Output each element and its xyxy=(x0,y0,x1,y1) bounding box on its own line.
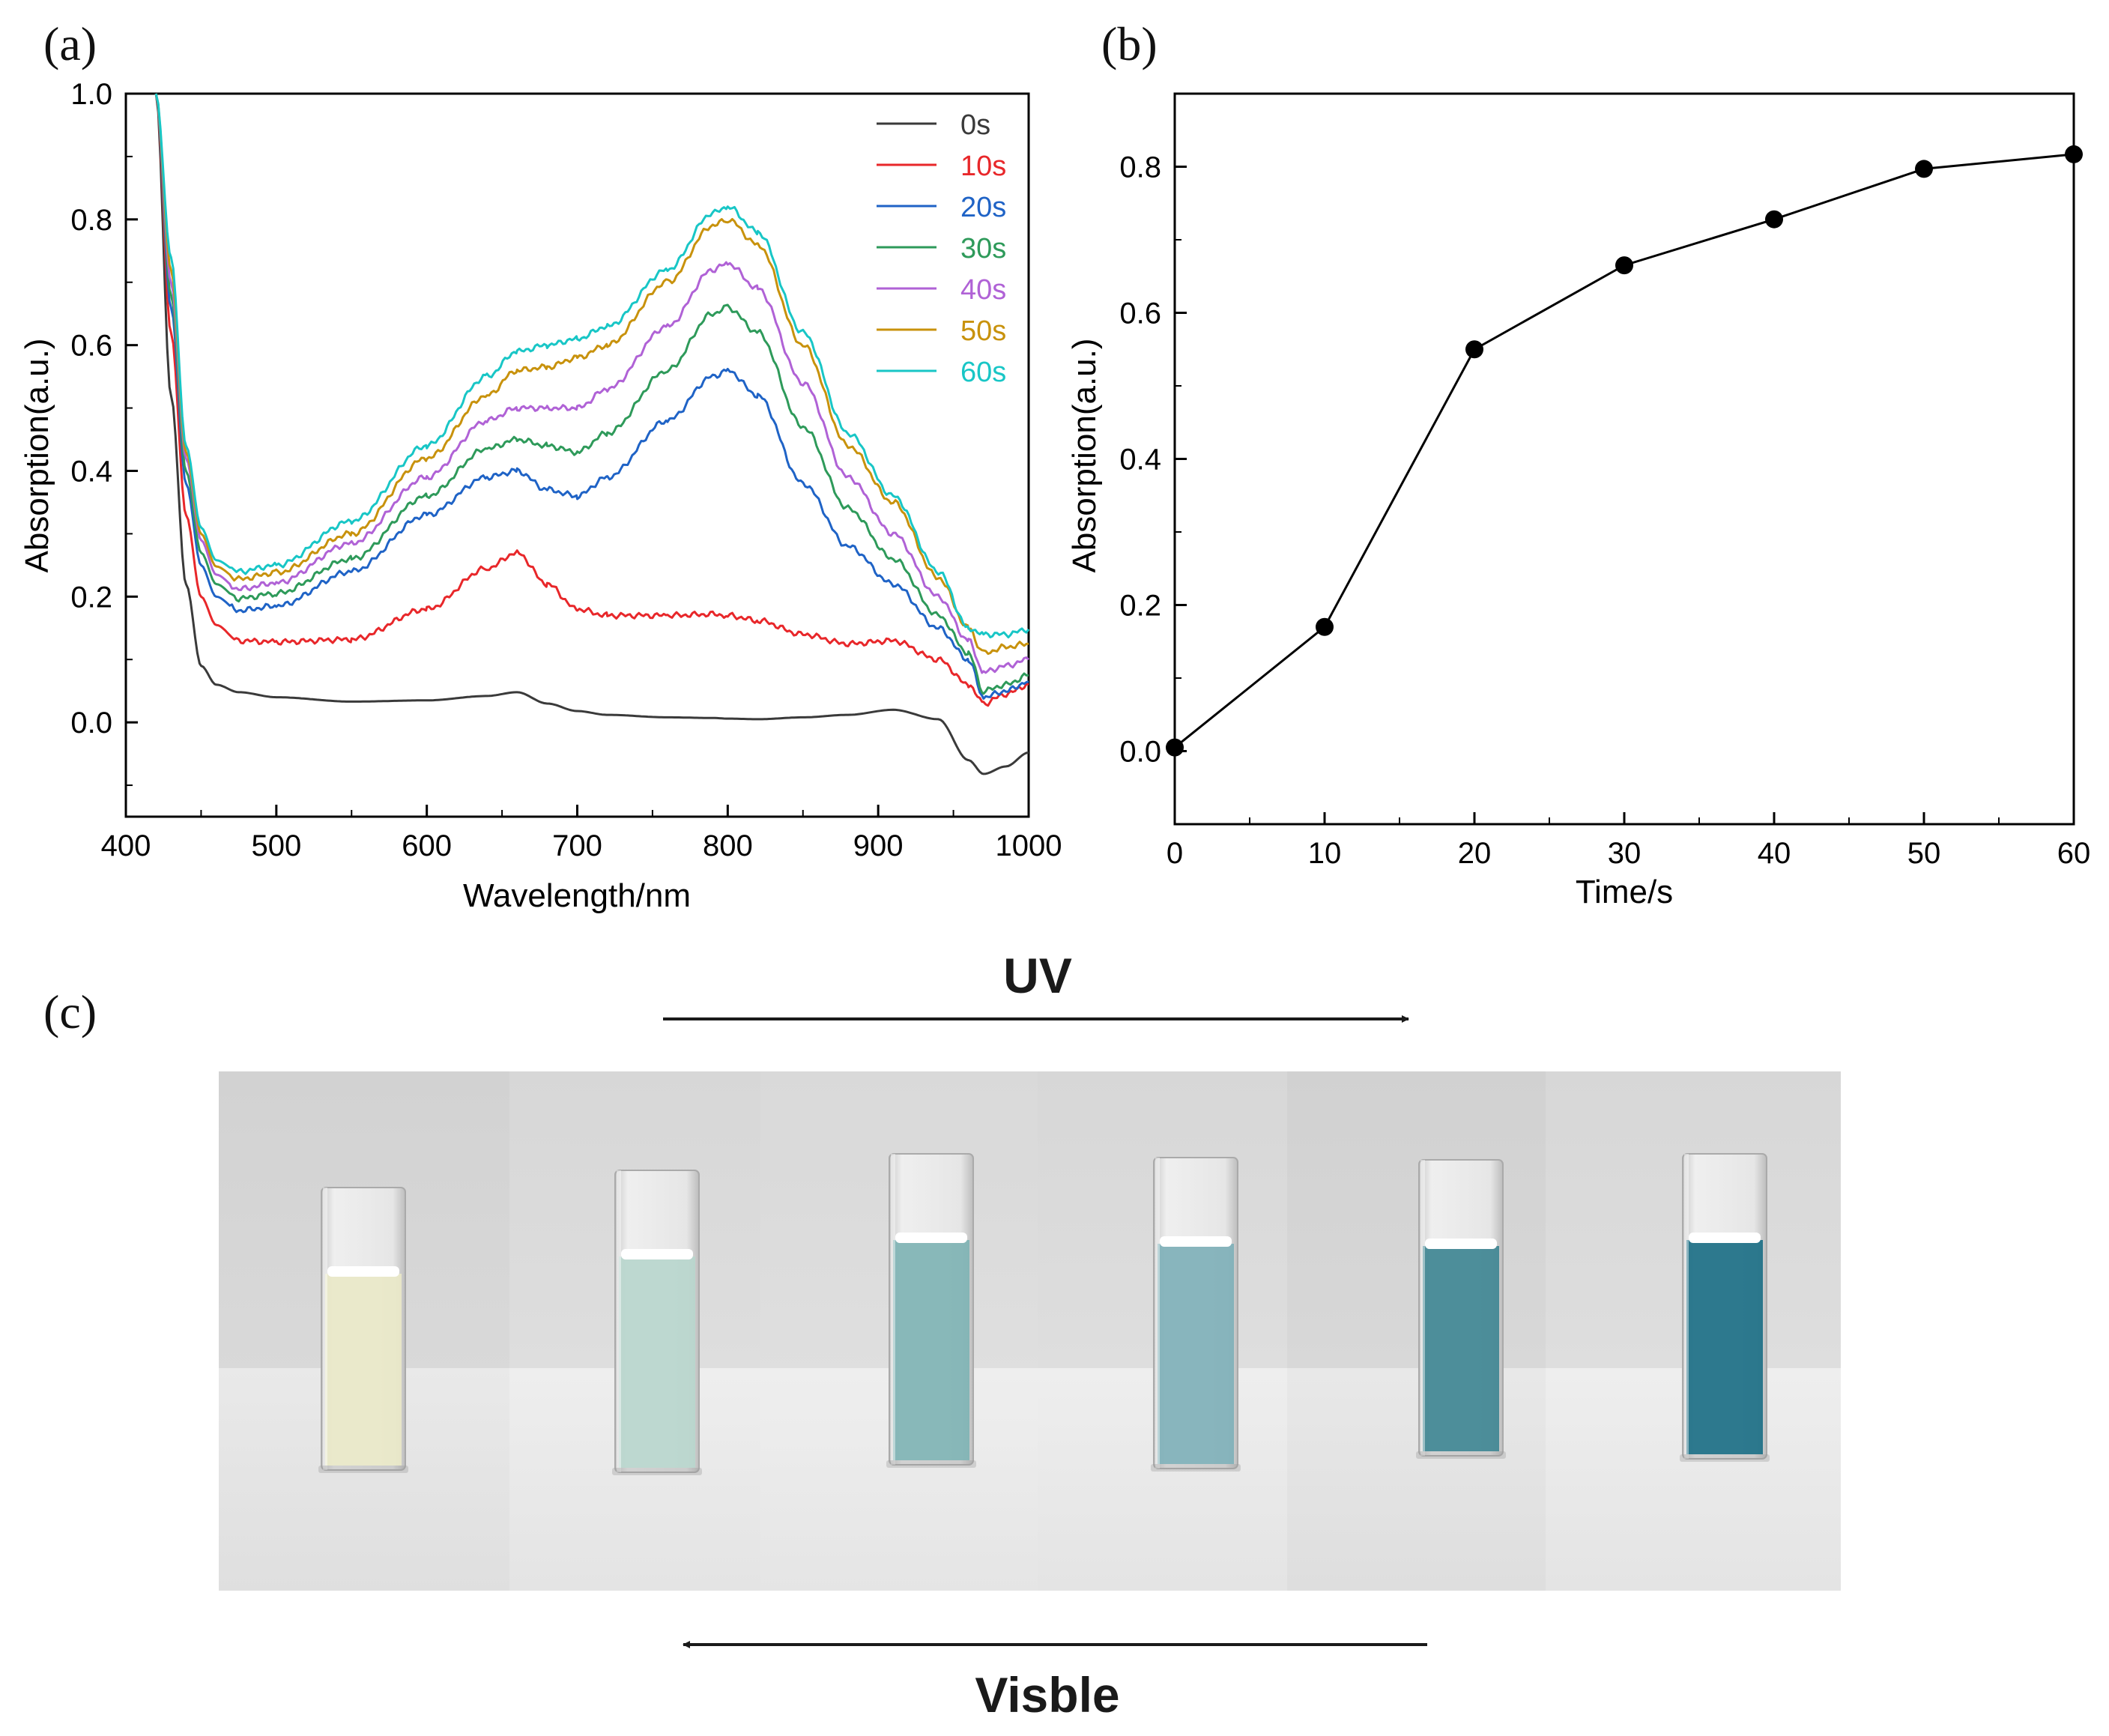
cuvette-liquid xyxy=(1423,1246,1499,1451)
series-line-50s xyxy=(154,93,1029,656)
cuvette-meniscus xyxy=(895,1233,967,1243)
x-tick-label: 700 xyxy=(552,829,602,862)
series-line-20s xyxy=(154,93,1029,700)
data-point xyxy=(1465,340,1483,359)
legend-label-10s: 10s xyxy=(960,151,1006,182)
data-point xyxy=(1316,617,1334,636)
x-tick-label: 0 xyxy=(1167,837,1183,870)
series-line-30s xyxy=(154,93,1029,695)
data-point xyxy=(1615,256,1633,275)
x-tick-label: 10 xyxy=(1308,837,1342,870)
series-line-0s xyxy=(154,93,1029,775)
legend-label-40s: 40s xyxy=(960,274,1006,306)
y-tick-label: 0.8 xyxy=(1119,151,1161,184)
x-tick-label: 50 xyxy=(1907,837,1941,870)
data-point xyxy=(1166,738,1184,757)
chart-a-legend: 0s 10s 20s 30s 40s 50s 60s xyxy=(877,109,1006,388)
cuvette-meniscus xyxy=(1160,1236,1232,1247)
chart-a-series xyxy=(154,93,1030,775)
cuvette-shadow xyxy=(318,1466,408,1473)
chart-b-ylabel: Absorption(a.u.) xyxy=(1066,338,1103,572)
y-tick-label: 0.0 xyxy=(70,707,112,740)
chart-b-ticks: 0 10 20 30 40 50 60 0.0 0.2 0.4 0.6 0.8 xyxy=(1119,93,2091,870)
cuvette-meniscus xyxy=(621,1249,693,1259)
y-tick-label: 0.2 xyxy=(70,581,112,614)
chart-b-series xyxy=(1166,145,2083,757)
cuvette-meniscus xyxy=(1425,1239,1497,1249)
x-tick-label: 800 xyxy=(703,829,753,862)
cuvette xyxy=(1416,1159,1506,1459)
cuvette-liquid xyxy=(619,1256,695,1468)
cuvette-shadow xyxy=(1151,1464,1241,1472)
cuvette-highlight xyxy=(1155,1158,1160,1469)
cuvette-shadow xyxy=(612,1468,702,1475)
legend-label-20s: 20s xyxy=(960,192,1006,223)
chart-b-xlabel: Time/s xyxy=(1576,874,1673,910)
legend-label-60s: 60s xyxy=(960,357,1006,388)
kinetics-line xyxy=(1174,153,2075,748)
chart-a-xlabel: Wavelength/nm xyxy=(463,877,691,914)
chart-a-frame xyxy=(124,92,1030,818)
y-tick-label: 0.8 xyxy=(70,204,112,237)
chart-b-frame xyxy=(1173,92,2075,826)
cuvette xyxy=(612,1170,702,1475)
cuvette xyxy=(318,1187,408,1473)
series-line-60s xyxy=(154,93,1030,639)
cuvette-liquid xyxy=(893,1240,969,1460)
series-line-40s xyxy=(154,93,1029,674)
visible-label: Visble xyxy=(975,1667,1119,1723)
y-tick-label: 0.4 xyxy=(70,455,112,488)
cuvette-liquid xyxy=(1686,1240,1763,1454)
cuvette xyxy=(1680,1153,1770,1462)
chart-a-ticks: 400 500 600 700 800 900 1000 0.0 0.2 0.4 0.6 0.8 1.0 xyxy=(70,78,1062,862)
cuvette-meniscus xyxy=(1689,1233,1761,1243)
data-point xyxy=(1915,160,1933,178)
cuvette-highlight xyxy=(617,1170,621,1472)
cuvette xyxy=(886,1153,976,1468)
y-tick-label: 0.6 xyxy=(1119,297,1161,330)
chart-a-ylabel: Absorption(a.u.) xyxy=(19,338,55,572)
cuvette-highlight xyxy=(1420,1160,1425,1456)
data-point xyxy=(2065,145,2083,163)
cuvette-row xyxy=(318,1153,1770,1475)
data-point xyxy=(1765,210,1783,229)
x-tick-label: 1000 xyxy=(996,829,1062,862)
x-tick-label: 600 xyxy=(402,829,452,862)
cuvette-highlight xyxy=(891,1154,895,1465)
cuvette-liquid xyxy=(325,1274,402,1466)
x-tick-label: 40 xyxy=(1758,837,1791,870)
y-tick-label: 0.2 xyxy=(1119,590,1161,623)
series-line-10s xyxy=(154,93,1029,707)
cuvette-shadow xyxy=(1416,1451,1506,1459)
panel-label-a: (a) xyxy=(43,17,97,70)
y-tick-label: 0.0 xyxy=(1119,736,1161,769)
cuvette-shadow xyxy=(1680,1454,1770,1462)
uv-label: UV xyxy=(1003,948,1072,1003)
x-tick-label: 900 xyxy=(853,829,904,862)
cuvette-highlight xyxy=(1684,1154,1689,1459)
cuvette-liquid xyxy=(1158,1244,1234,1464)
cuvette-meniscus xyxy=(327,1266,399,1277)
legend-label-30s: 30s xyxy=(960,233,1006,264)
legend-label-50s: 50s xyxy=(960,315,1006,347)
chart-a-spectra: 400 500 600 700 800 900 1000 0.0 0.2 0.4 0.6 0.8 1.0… xyxy=(19,78,1062,914)
x-tick-label: 500 xyxy=(251,829,301,862)
panel-label-b: (b) xyxy=(1101,17,1158,70)
cuvette-highlight xyxy=(323,1188,327,1470)
x-tick-label: 30 xyxy=(1608,837,1641,870)
x-tick-label: 20 xyxy=(1458,837,1492,870)
cuvette-shadow xyxy=(886,1460,976,1468)
legend-label-0s: 0s xyxy=(960,109,990,141)
chart-b-kinetics: 0 10 20 30 40 50 60 0.0 0.2 0.4 0.6 0.8 Time/s Abso… xyxy=(1066,92,2091,910)
x-tick-label: 400 xyxy=(101,829,151,862)
cuvette-photo xyxy=(219,1071,1841,1591)
cuvette xyxy=(1151,1157,1241,1472)
y-tick-label: 0.6 xyxy=(70,330,112,363)
y-tick-label: 0.4 xyxy=(1119,444,1161,477)
y-tick-label: 1.0 xyxy=(70,78,112,111)
panel-label-c: (c) xyxy=(43,985,97,1038)
x-tick-label: 60 xyxy=(2057,837,2091,870)
